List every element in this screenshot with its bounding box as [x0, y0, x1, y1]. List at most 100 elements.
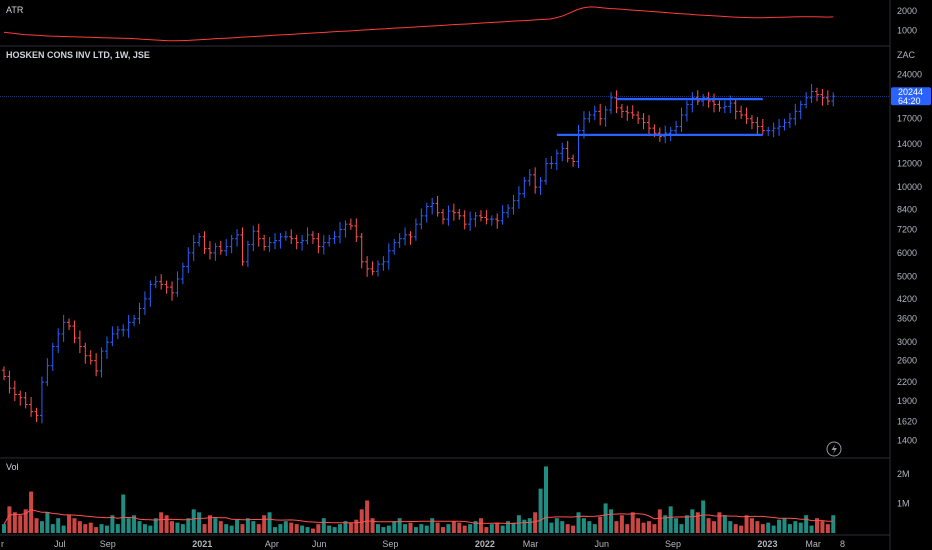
- price-bar: [121, 324, 126, 337]
- volume-bar: [365, 500, 370, 533]
- volume-bar: [657, 509, 662, 533]
- volume-bar: [305, 527, 310, 533]
- price-bar: [115, 326, 120, 340]
- volume-bar: [72, 518, 77, 533]
- volume-bar: [793, 521, 798, 533]
- volume-bar: [500, 525, 505, 533]
- price-bar: [603, 106, 608, 127]
- price-bar: [99, 347, 104, 378]
- price-bar: [771, 122, 776, 138]
- price-bar: [609, 92, 614, 114]
- x-tick-label: 2022: [475, 539, 495, 549]
- volume-bar: [522, 519, 527, 533]
- price-bar: [218, 240, 223, 255]
- price-bar: [386, 243, 391, 270]
- price-bar: [533, 167, 538, 194]
- volume-bar: [712, 521, 717, 533]
- volume-bar: [262, 515, 267, 533]
- volume-bar: [67, 515, 72, 533]
- volume-bar: [202, 524, 207, 533]
- price-bar: [587, 111, 592, 123]
- price-bar: [576, 124, 581, 169]
- volume-bar: [451, 521, 456, 533]
- volume-bar: [370, 518, 375, 533]
- price-bar: [614, 90, 619, 114]
- volume-bar: [300, 525, 305, 533]
- volume-bar: [641, 522, 646, 533]
- volume-bar: [126, 518, 131, 533]
- price-bar: [83, 342, 88, 364]
- price-bar: [441, 208, 446, 225]
- volume-bar: [695, 512, 700, 533]
- volume-bar: [207, 515, 212, 533]
- volume-bar: [23, 509, 28, 533]
- volume-bar: [771, 525, 776, 533]
- x-tick-label: Sep: [100, 539, 116, 549]
- x-tick-label: Mar: [805, 539, 821, 549]
- price-bar: [316, 233, 321, 254]
- volume-bar: [625, 524, 630, 533]
- volume-bar: [581, 518, 586, 533]
- volume-bar: [603, 503, 608, 533]
- volume-bar: [478, 518, 483, 533]
- volume-bar: [137, 521, 142, 533]
- volume-bar: [825, 524, 830, 533]
- price-bar: [684, 100, 689, 122]
- price-bar: [500, 205, 505, 225]
- price-bar: [310, 231, 315, 244]
- price-bar: [186, 247, 191, 274]
- price-tick-label: 2600: [897, 356, 917, 366]
- volume-bar: [88, 522, 93, 533]
- volume-bar: [815, 518, 819, 533]
- price-tick-label: 8400: [897, 205, 917, 215]
- volume-bar: [354, 519, 359, 533]
- atr-line: [3, 6, 834, 42]
- price-bar: [392, 238, 397, 255]
- price-bar: [18, 390, 23, 406]
- x-tick-label: Jun: [594, 539, 609, 549]
- price-bar: [365, 256, 370, 277]
- volume-bar: [619, 515, 624, 533]
- price-bar: [56, 328, 61, 354]
- price-bar: [153, 275, 158, 289]
- volume-bar: [506, 521, 511, 533]
- volume-bar: [630, 512, 635, 533]
- volume-bar: [609, 509, 614, 533]
- price-bar: [381, 256, 386, 271]
- lightning-icon[interactable]: [826, 441, 842, 457]
- price-bar: [462, 210, 467, 230]
- volume-bar: [115, 524, 120, 533]
- volume-bar: [99, 524, 104, 533]
- x-tick-label: Jul: [54, 539, 66, 549]
- price-bar: [538, 177, 543, 196]
- volume-bar: [587, 521, 592, 533]
- atr-tick-label: 1000: [897, 25, 917, 35]
- volume-bar: [636, 518, 641, 533]
- volume-bar: [706, 518, 711, 533]
- volume-bar: [646, 521, 651, 533]
- volume-bar: [419, 524, 424, 533]
- price-bar: [516, 186, 521, 209]
- price-tick-label: 4200: [897, 294, 917, 304]
- volume-bar: [386, 525, 391, 533]
- volume-bar: [739, 525, 744, 533]
- volume-bar: [45, 512, 50, 533]
- volume-bar: [809, 525, 814, 533]
- price-tick-label: 12000: [897, 159, 922, 169]
- price-bar: [451, 203, 456, 221]
- volume-bar: [159, 512, 164, 533]
- volume-bar: [484, 527, 489, 533]
- price-bar: [641, 113, 646, 130]
- volume-bar: [457, 522, 462, 533]
- price-bar: [104, 336, 109, 360]
- price-bar: [67, 318, 72, 331]
- price-bar: [495, 213, 500, 229]
- volume-bar: [153, 518, 158, 533]
- volume-bar: [278, 524, 283, 533]
- volume-bar: [430, 518, 435, 533]
- price-bar: [674, 120, 679, 135]
- price-bar: [229, 234, 234, 254]
- price-bar: [294, 234, 299, 250]
- x-tick-label: Sep: [382, 539, 398, 549]
